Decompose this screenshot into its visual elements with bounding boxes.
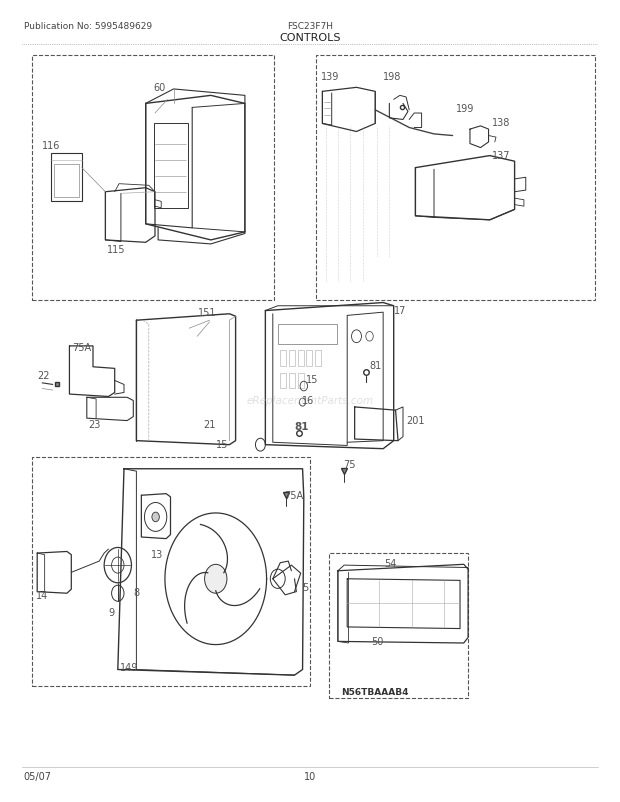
Bar (280, 350, 286, 367)
Text: 151: 151 (198, 308, 217, 318)
Text: 138: 138 (492, 119, 510, 128)
Bar (51, 154, 82, 202)
Circle shape (299, 399, 306, 407)
Text: FSC23F7H: FSC23F7H (287, 22, 333, 31)
Text: 5: 5 (303, 582, 309, 592)
Bar (32, 56, 274, 301)
Bar (32, 457, 310, 686)
Bar (289, 374, 295, 388)
Circle shape (205, 565, 227, 593)
Text: 75A: 75A (284, 491, 303, 500)
Bar (316, 56, 595, 301)
Text: 16: 16 (302, 396, 314, 406)
Text: 201: 201 (406, 415, 425, 425)
Text: 23: 23 (89, 420, 101, 430)
Text: 139: 139 (321, 72, 340, 82)
Bar (54, 165, 79, 197)
Text: Publication No: 5995489629: Publication No: 5995489629 (24, 22, 152, 31)
Text: 21: 21 (203, 419, 216, 429)
Text: 198: 198 (383, 72, 402, 82)
Bar (298, 350, 304, 367)
Text: 81: 81 (369, 361, 381, 371)
Bar (315, 350, 321, 367)
Bar (280, 374, 286, 388)
Text: 10: 10 (304, 772, 316, 781)
Text: 60: 60 (154, 83, 166, 93)
Circle shape (270, 569, 285, 589)
Bar (306, 350, 312, 367)
Text: 199: 199 (456, 104, 474, 114)
Text: 149: 149 (120, 662, 138, 672)
Bar (278, 325, 337, 345)
Text: 15: 15 (216, 439, 228, 449)
Circle shape (152, 512, 159, 522)
Text: 81: 81 (294, 422, 308, 431)
Text: eReplacementParts.com: eReplacementParts.com (246, 396, 374, 406)
Text: 8: 8 (133, 588, 140, 597)
Text: 75A: 75A (72, 343, 91, 353)
Text: 9: 9 (108, 608, 115, 618)
Text: 17: 17 (394, 306, 406, 316)
Text: 50: 50 (371, 637, 383, 646)
Bar (298, 374, 304, 388)
Text: 54: 54 (384, 558, 397, 568)
Text: 75: 75 (343, 460, 355, 469)
Text: 137: 137 (492, 151, 510, 160)
Bar (154, 124, 188, 209)
Text: 14: 14 (36, 590, 48, 600)
Bar (329, 553, 468, 698)
Text: N56TBAAAB4: N56TBAAAB4 (341, 687, 409, 696)
Text: 116: 116 (42, 141, 61, 151)
Bar (289, 350, 295, 367)
Text: CONTROLS: CONTROLS (279, 33, 341, 43)
Text: 05/07: 05/07 (24, 772, 51, 781)
Text: 15: 15 (306, 375, 318, 385)
Text: 22: 22 (37, 371, 50, 380)
Text: 13: 13 (151, 550, 163, 560)
Text: 115: 115 (107, 245, 126, 254)
